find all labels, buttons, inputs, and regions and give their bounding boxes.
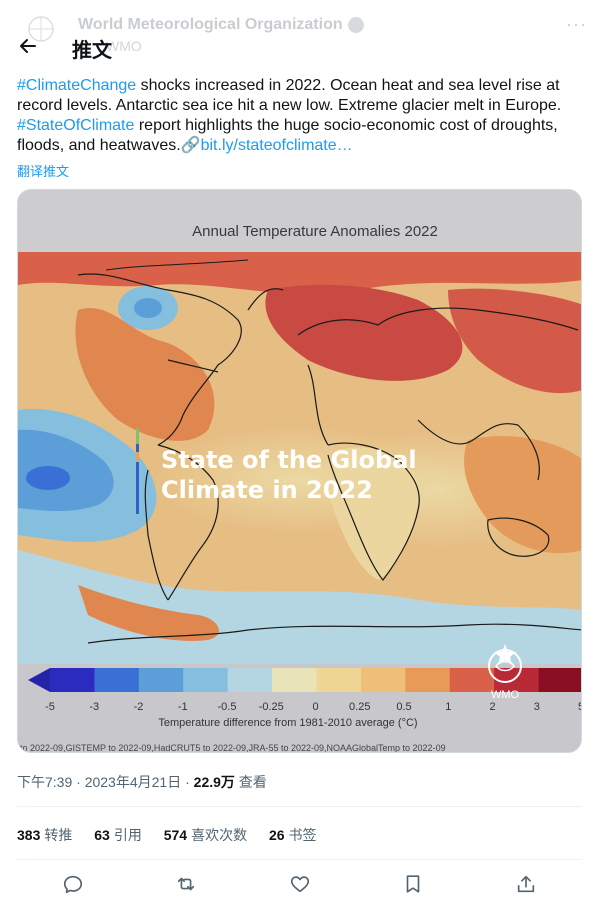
colorbar-swatch [405,668,451,692]
bookmark-button[interactable] [400,871,426,897]
retweets-count: 383 [17,827,41,843]
colorbar-tick-label: -3 [89,701,99,713]
quotes-count: 63 [94,827,110,843]
heart-icon [290,876,310,893]
colorbar-swatch [449,668,495,692]
divider [17,859,582,860]
quotes-stat[interactable]: 63 引用 [94,827,142,843]
colorbar-tick-label: 1 [445,701,451,713]
colorbar-tick-label: -0.5 [218,701,237,713]
colorbar-swatch [183,668,229,692]
colorbar-swatch [360,668,406,692]
colorbar-tick-label: -5 [45,701,55,713]
retweets-stat[interactable]: 383 转推 [17,827,72,843]
verified-badge-icon [348,17,364,33]
bookmarks-label: 书签 [288,827,317,843]
tweet-time[interactable]: 下午7:39 [17,774,73,790]
likes-stat[interactable]: 574 喜欢次数 [164,827,247,843]
account-name: World Meteorological Organization [78,16,343,33]
like-button[interactable] [287,871,313,897]
more-icon: ··· [566,14,587,34]
share-icon [517,875,535,893]
hashtag-climatechange[interactable]: #ClimateChange [17,77,137,94]
quotes-label: 引用 [113,827,142,843]
colorbar-tick-label: 0.25 [349,701,370,713]
temperature-anomaly-map: Annual Temperature Anomalies 2022 State … [18,190,582,753]
colorbar-tick-label: 3 [534,701,540,713]
colorbar-swatch [494,668,540,692]
colorbar-swatch [316,668,362,692]
colorbar-swatch [272,668,317,692]
share-button[interactable] [513,871,539,897]
bookmarks-stat[interactable]: 26 书签 [269,827,317,843]
likes-count: 574 [163,827,188,843]
colorbar-ticks: -5 -3 -2 -1 -0.5 -0.25 0 0.25 0.5 1 2 3 5 [45,701,582,713]
link-emoji-icon: 🔗 [180,137,201,154]
overlay-title-line2: Climate in 2022 [161,476,373,504]
colorbar-tick-label: 5 [578,701,582,713]
tweet-link[interactable]: bit.ly/stateofclimate… [200,137,353,154]
views-label: 查看 [234,774,267,790]
colorbar-label: Temperature difference from 1981-2010 av… [158,717,417,729]
colorbar-tick-label: 0 [312,701,318,713]
source-line: to 2022-09,GISTEMP to 2022-09,HadCRUT5 t… [20,743,446,753]
colorbar [28,668,581,692]
tweet-header: World Meteorological Organization WMO ··… [0,0,598,82]
colorbar-tick-label: -1 [178,701,188,713]
reply-button[interactable] [60,871,86,897]
chart-title: Annual Temperature Anomalies 2022 [192,223,438,240]
reply-icon [63,875,83,894]
account-handle: WMO [106,38,142,54]
tweet-text-part1: shocks increased in 2022. Ocean heat and… [17,77,562,114]
colorbar-swatch [94,668,140,692]
colorbar-swatch [138,668,184,692]
back-button[interactable] [14,32,42,60]
wmo-avatar-icon [28,16,54,42]
wmo-logo-text: WMO [491,689,520,701]
arrow-left-icon [20,39,36,53]
retweets-label: 转推 [44,827,73,843]
colorbar-tick-label: -2 [134,701,144,713]
views-count: 22.9万 [193,774,235,790]
bookmarks-count: 26 [268,827,285,843]
tweet-date[interactable]: 2023年4月21日 [84,774,182,790]
hashtag-stateofclimate[interactable]: #StateOfClimate [17,117,135,134]
colorbar-tick-label: -0.25 [259,701,284,713]
tweet-media-image[interactable]: Annual Temperature Anomalies 2022 State … [17,189,582,753]
retweet-button[interactable] [173,871,199,897]
overlay-title-line1: State of the Global [161,446,417,474]
page-title: 推文 [72,40,112,62]
colorbar-tick-label: 2 [489,701,495,713]
colorbar-swatch [50,668,95,692]
tweet-text: #ClimateChange shocks increased in 2022.… [17,76,587,156]
colorbar-arrow [28,668,50,692]
colorbar-swatch [227,668,273,692]
tweet-meta: 下午7:39 · 2023年4月21日 · 22.9万 查看 [17,772,267,792]
tweet-text-part2: report highlights the huge socio-economi… [17,117,558,154]
wmo-logo-icon [488,644,522,683]
tweet-stats: 383 转推 63 引用 574 喜欢次数 26 书签 [17,825,335,845]
divider [17,806,582,807]
retweet-icon [177,877,195,891]
meta-separator: · [72,774,85,790]
bookmark-icon [406,875,420,893]
colorbar-swatch [538,668,581,692]
translate-tweet-link[interactable]: 翻译推文 [17,164,70,179]
likes-label: 喜欢次数 [191,827,248,843]
meta-separator: · [181,774,194,790]
colorbar-tick-label: 0.5 [396,701,411,713]
